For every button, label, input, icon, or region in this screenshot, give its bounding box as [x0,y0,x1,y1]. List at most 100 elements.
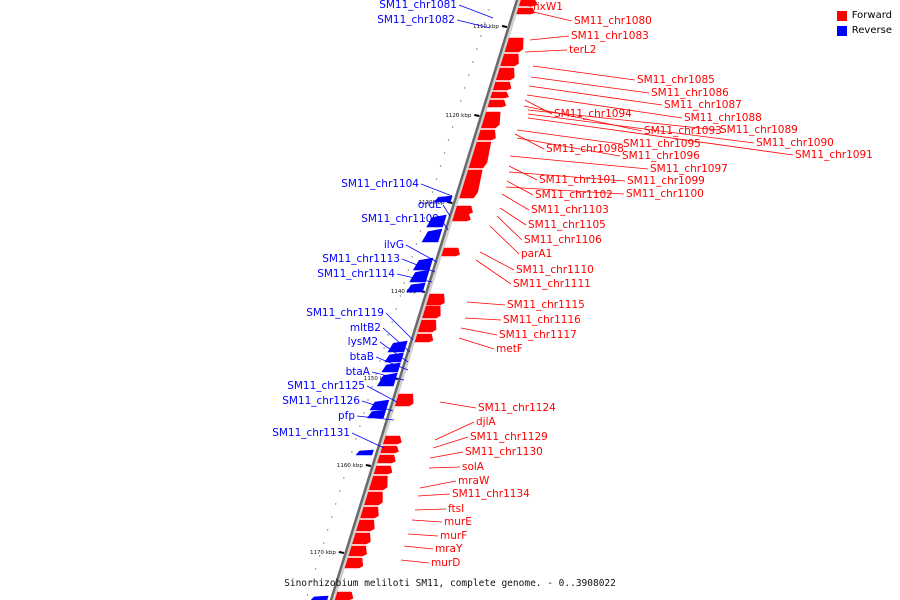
forward-gene-label[interactable]: fixW1 [533,1,563,13]
forward-gene-label[interactable]: terL2 [569,44,596,56]
forward-gene-label[interactable]: SM11_chr1095 [623,138,701,150]
forward-gene[interactable] [377,454,396,464]
forward-gene-label[interactable]: SM11_chr1117 [499,329,577,341]
forward-gene-label[interactable]: SM11_chr1096 [622,150,700,162]
forward-gene-label[interactable]: SM11_chr1090 [756,137,834,149]
reverse-gene-label[interactable]: SM11_chr1109 [361,213,439,225]
reverse-gene[interactable] [433,195,453,203]
forward-gene-label[interactable]: ftsI [448,503,464,515]
forward-gene[interactable] [459,169,483,199]
forward-gene-label[interactable]: SM11_chr1098 [546,143,624,155]
forward-gene-label[interactable]: SM11_chr1099 [627,175,705,187]
forward-gene-label[interactable]: mraY [435,543,463,555]
reverse-gene-label[interactable]: SM11_chr1082 [377,14,455,26]
forward-gene-label[interactable]: SM11_chr1094 [554,108,632,120]
forward-gene[interactable] [500,53,519,67]
forward-gene[interactable] [480,111,501,129]
forward-gene-label[interactable]: SM11_chr1080 [574,15,652,27]
forward-gene[interactable] [383,435,402,445]
forward-gene-label[interactable]: SM11_chr1087 [664,99,742,111]
reverse-gene-label[interactable]: lysM2 [348,336,378,348]
forward-gene-label[interactable]: SM11_chr1124 [478,402,556,414]
forward-gene-label[interactable]: SM11_chr1116 [503,314,581,326]
forward-gene-label[interactable]: SM11_chr1129 [470,431,548,443]
reverse-gene-label[interactable]: ordL [418,199,441,211]
reverse-gene-label[interactable]: SM11_chr1114 [317,268,395,280]
forward-gene[interactable] [414,333,434,343]
forward-gene[interactable] [441,247,460,257]
forward-gene[interactable] [417,319,437,333]
forward-gene[interactable] [452,213,471,222]
reverse-gene-label[interactable]: btaB [350,351,374,363]
reverse-gene[interactable] [384,352,404,363]
forward-gene-label[interactable]: SM11_chr1106 [524,234,602,246]
reverse-gene[interactable] [376,372,398,387]
forward-gene[interactable] [518,0,538,7]
forward-gene[interactable] [490,91,509,99]
forward-gene-label[interactable]: SM11_chr1089 [720,124,798,136]
forward-gene[interactable] [344,557,364,569]
forward-gene-label[interactable]: SM11_chr1083 [571,30,649,42]
reverse-gene[interactable] [369,399,390,411]
reverse-gene-label[interactable]: btaA [346,366,371,378]
forward-gene-label[interactable]: mraW [458,475,490,487]
reverse-gene[interactable] [409,269,430,283]
forward-gene-label[interactable]: SM11_chr1085 [637,74,715,86]
forward-gene-label[interactable]: SM11_chr1091 [795,149,873,161]
forward-gene[interactable] [352,532,371,545]
reverse-gene[interactable] [355,449,374,456]
reverse-gene[interactable] [387,340,408,353]
reverse-gene[interactable] [406,282,426,293]
forward-gene-label[interactable]: SM11_chr1115 [507,299,585,311]
reverse-gene-label[interactable]: SM11_chr1125 [287,380,365,392]
forward-gene-label[interactable]: SM11_chr1134 [452,488,530,500]
reverse-gene[interactable] [421,228,443,243]
reverse-gene-label[interactable]: ilvG [384,239,404,251]
forward-gene-label[interactable]: solA [462,461,485,473]
forward-gene[interactable] [516,7,536,15]
forward-gene-label[interactable]: SM11_chr1093 [644,125,722,137]
forward-gene-label[interactable]: murE [444,516,472,528]
reverse-gene-label[interactable]: SM11_chr1119 [306,307,384,319]
forward-gene-label[interactable]: SM11_chr1105 [528,219,606,231]
forward-gene-label[interactable]: SM11_chr1110 [516,264,594,276]
reverse-gene-label[interactable]: mltB2 [350,322,381,334]
forward-gene[interactable] [504,37,524,53]
reverse-gene-label[interactable]: SM11_chr1126 [282,395,360,407]
forward-gene[interactable] [380,445,399,454]
forward-gene[interactable] [394,393,414,407]
forward-gene-label[interactable]: SM11_chr1103 [531,204,609,216]
forward-gene[interactable] [360,506,379,519]
forward-gene[interactable] [334,591,354,600]
reverse-gene-label[interactable]: pfp [338,410,355,422]
forward-gene-label[interactable]: SM11_chr1088 [684,112,762,124]
forward-gene[interactable] [422,305,441,319]
forward-gene[interactable] [487,99,507,108]
forward-gene[interactable] [495,67,515,81]
forward-gene[interactable] [477,129,496,141]
forward-gene[interactable] [368,475,388,491]
forward-gene-label[interactable]: metF [496,343,523,355]
reverse-gene[interactable] [381,362,401,373]
forward-gene-label[interactable]: djlA [476,416,496,428]
forward-gene[interactable] [373,465,393,475]
forward-gene[interactable] [426,293,445,306]
forward-gene-label[interactable]: SM11_chr1100 [626,188,704,200]
forward-gene-label[interactable]: SM11_chr1097 [650,163,728,175]
reverse-gene-label[interactable]: SM11_chr1081 [379,0,457,11]
forward-gene[interactable] [468,141,492,169]
reverse-gene-label[interactable]: SM11_chr1113 [322,253,400,265]
forward-gene-label[interactable]: SM11_chr1130 [465,446,543,458]
reverse-gene[interactable] [366,409,387,419]
forward-gene[interactable] [454,205,473,215]
forward-gene-label[interactable]: SM11_chr1101 [539,174,617,186]
reverse-gene-label[interactable]: SM11_chr1131 [272,427,350,439]
forward-gene-label[interactable]: murF [440,530,467,542]
reverse-gene[interactable] [412,257,434,271]
forward-gene-label[interactable]: parA1 [521,248,552,260]
reverse-gene[interactable] [310,595,329,600]
forward-gene[interactable] [356,519,375,532]
forward-gene[interactable] [364,491,383,506]
reverse-gene-label[interactable]: SM11_chr1104 [341,178,419,190]
